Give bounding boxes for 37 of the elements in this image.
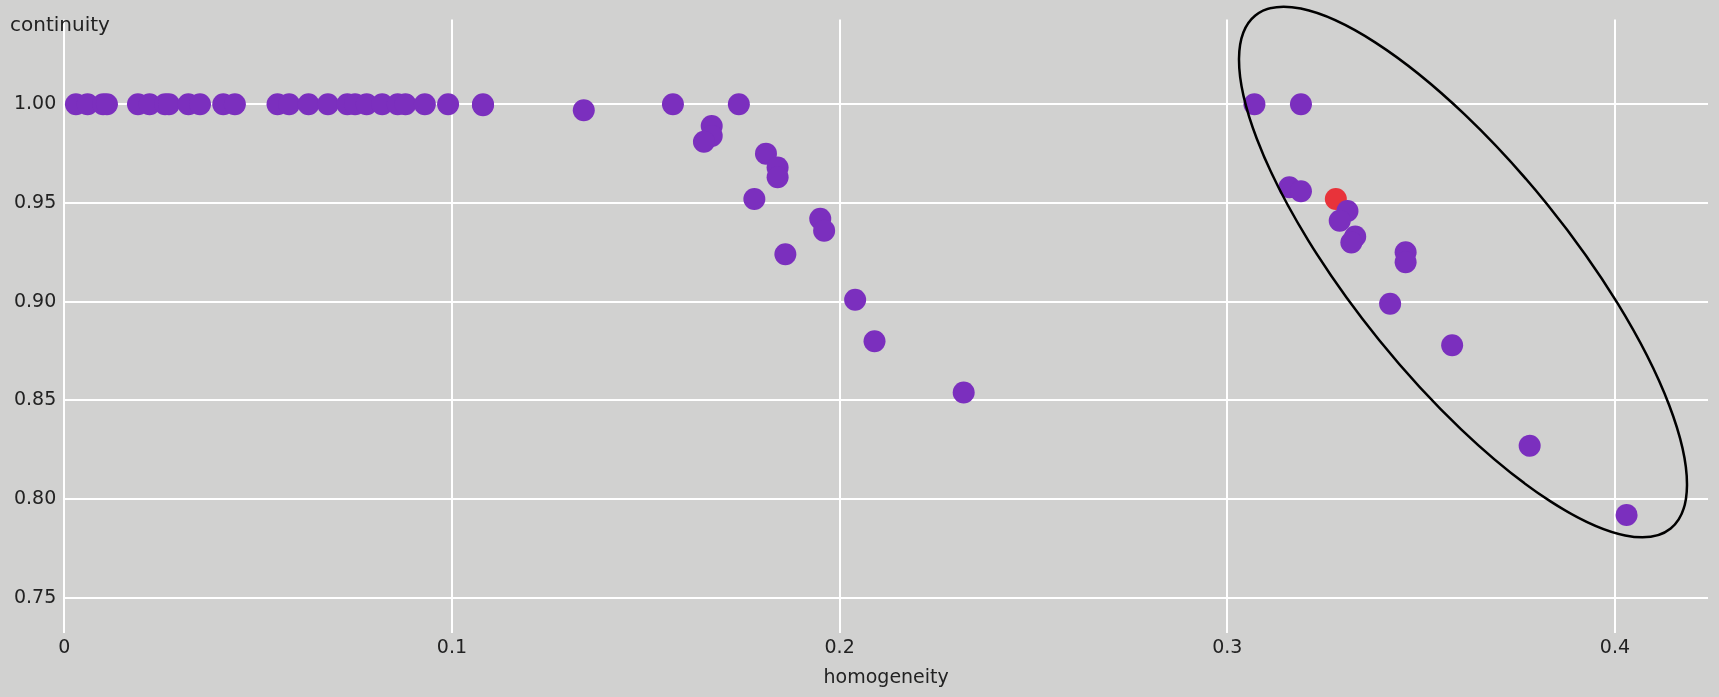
point: [316, 93, 339, 116]
point: [863, 330, 886, 353]
x-tick-label: 0.3: [1212, 634, 1243, 657]
point: [413, 93, 436, 116]
point: [661, 93, 684, 116]
x-tick-label: 0.1: [436, 634, 468, 657]
point: [1615, 503, 1638, 526]
point: [952, 381, 975, 404]
point: [1441, 334, 1464, 357]
y-tick-label: 0.95: [13, 189, 57, 212]
point: [1379, 292, 1402, 315]
point: [774, 243, 797, 266]
x-tick-label: 0: [58, 634, 71, 657]
point: [1243, 93, 1266, 116]
point: [437, 93, 460, 116]
point: [1328, 209, 1351, 232]
y-tick-label: 0.90: [13, 288, 57, 311]
point: [692, 130, 715, 153]
point: [1340, 231, 1363, 254]
x-tick-label: 0.2: [824, 634, 855, 657]
point: [813, 219, 836, 242]
x-tick-label: 0.4: [1599, 634, 1631, 657]
point: [1518, 434, 1541, 457]
point: [572, 99, 595, 122]
y-tick-label: 0.80: [13, 486, 57, 509]
point: [743, 188, 766, 211]
y-tick-label: 0.85: [13, 387, 57, 410]
x-axis-title: homogeneity: [823, 664, 949, 687]
point: [727, 93, 750, 116]
y-axis-title: continuity: [10, 12, 110, 36]
point: [844, 288, 867, 311]
point: [754, 142, 777, 165]
point: [1289, 93, 1312, 116]
point: [1289, 180, 1312, 203]
y-tick-label: 1.00: [13, 91, 57, 114]
y-tick-label: 0.75: [13, 584, 57, 607]
point: [297, 93, 320, 116]
